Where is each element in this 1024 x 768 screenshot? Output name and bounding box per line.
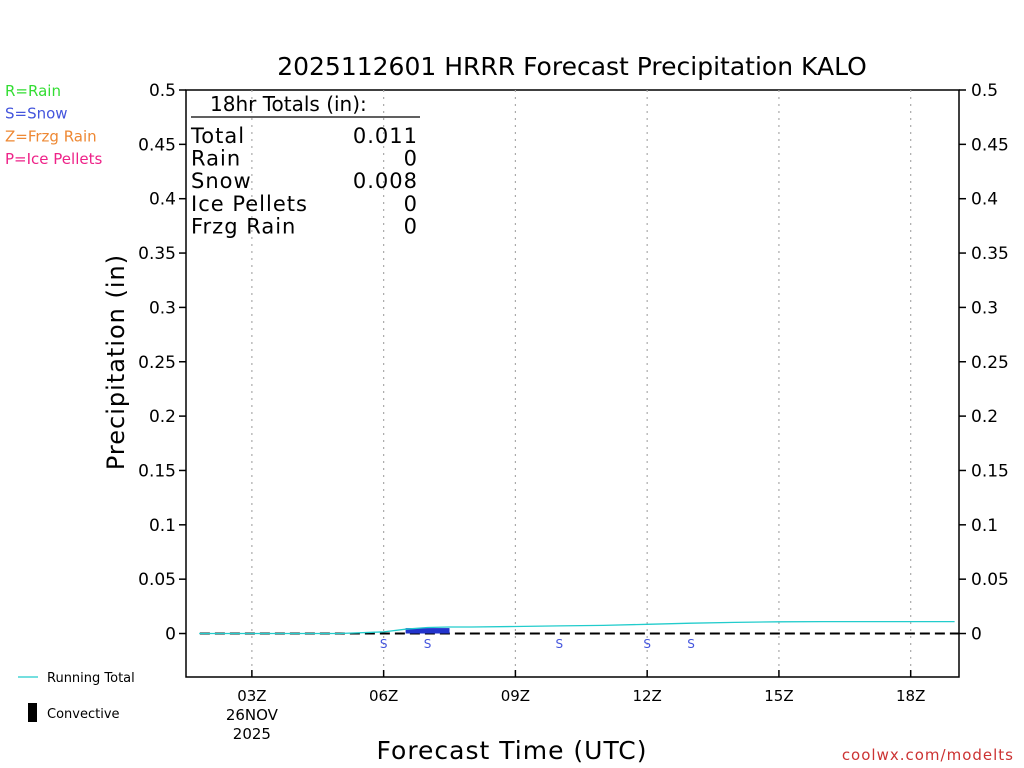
legend-entry: R=Rain	[5, 82, 61, 100]
x-tick-label: 18Z	[896, 687, 925, 705]
precip-type-marker: S	[424, 637, 432, 651]
y-tick-label: 0.35	[971, 244, 1009, 264]
grid-lines	[251, 90, 912, 677]
y-tick-label: 0	[971, 625, 982, 645]
y-tick-label: 0.15	[971, 461, 1009, 481]
convective-legend-label: Convective	[47, 707, 120, 722]
totals-row-value: 0	[404, 147, 418, 171]
x-tick-label: 15Z	[764, 687, 793, 705]
precip-type-marker: S	[643, 637, 651, 651]
precip-type-marker: S	[556, 637, 564, 651]
y-tick-label: 0.45	[971, 135, 1009, 155]
running-total-legend-label: Running Total	[47, 671, 135, 686]
y-tick-label: 0.35	[138, 244, 176, 264]
plot-frame	[185, 89, 960, 678]
totals-row-label: Rain	[191, 147, 241, 171]
y-tick-label: 0.15	[138, 461, 176, 481]
y-tick-label: 0.05	[138, 570, 176, 590]
snow-bar	[405, 628, 450, 634]
totals-row-value: 0	[404, 214, 418, 238]
y-axis-right: 0 0.05 0.1 0.15 0.2 0.25 0.3 0.35 0.4 0.45 0.5	[959, 81, 1009, 645]
date-day-label: 26NOV	[226, 706, 279, 724]
legend-entry: Z=Frzg Rain	[5, 127, 97, 145]
y-tick-label: 0.5	[971, 81, 998, 101]
totals-row-label: Ice Pellets	[191, 192, 308, 216]
convective-legend-swatch	[28, 703, 37, 722]
x-tick-label: 09Z	[501, 687, 530, 705]
chart-title: 2025112601 HRRR Forecast Precipitation K…	[277, 52, 867, 81]
precip-type-legend: R=Rain S=Snow Z=Frzg Rain P=Ice Pellets	[5, 82, 102, 168]
x-axis-title: Forecast Time (UTC)	[377, 736, 648, 765]
totals-row-label: Frzg Rain	[191, 214, 296, 238]
totals-row-label: Total	[190, 124, 245, 148]
y-tick-label: 0.3	[149, 298, 176, 318]
y-tick-label: 0.05	[971, 570, 1009, 590]
totals-row-label: Snow	[191, 169, 252, 193]
legend-entry: P=Ice Pellets	[5, 150, 102, 168]
y-axis-title: Precipitation (in)	[102, 254, 130, 470]
precip-type-marker: S	[687, 637, 695, 651]
x-tick-label: 12Z	[632, 687, 661, 705]
totals-header: 18hr Totals (in):	[210, 92, 367, 116]
legend-entry: S=Snow	[5, 105, 68, 123]
y-tick-label: 0.2	[149, 407, 176, 427]
y-tick-label: 0.25	[138, 353, 176, 373]
x-axis: 03Z 06Z 09Z 12Z 15Z 18Z	[237, 670, 925, 705]
y-tick-label: 0.45	[138, 135, 176, 155]
date-year-label: 2025	[233, 725, 271, 743]
precip-type-marker: S	[380, 637, 388, 651]
totals-row-value: 0.011	[353, 124, 418, 148]
totals-box: 18hr Totals (in): Total 0.011 Rain 0 Snow 0.0…	[190, 92, 420, 238]
running-total-line	[199, 620, 955, 635]
totals-row-value: 0	[404, 192, 418, 216]
y-tick-label: 0.1	[971, 516, 998, 536]
y-tick-label: 0.25	[971, 353, 1009, 373]
snow-bars	[405, 628, 450, 634]
y-tick-label: 0.1	[149, 516, 176, 536]
y-tick-label: 0.2	[971, 407, 998, 427]
y-tick-label: 0.4	[149, 190, 176, 210]
y-tick-label: 0	[165, 625, 176, 645]
x-tick-label: 06Z	[369, 687, 398, 705]
y-tick-label: 0.5	[149, 81, 176, 101]
y-tick-label: 0.4	[971, 190, 998, 210]
x-tick-label: 03Z	[237, 687, 266, 705]
y-axis-left: 0 0.05 0.1 0.15 0.2 0.25 0.3 0.35 0.4 0.45 0.5	[138, 81, 186, 645]
credit-link[interactable]: coolwx.com/modelts	[842, 746, 1014, 764]
y-tick-label: 0.3	[971, 298, 998, 318]
totals-row-value: 0.008	[353, 169, 418, 193]
